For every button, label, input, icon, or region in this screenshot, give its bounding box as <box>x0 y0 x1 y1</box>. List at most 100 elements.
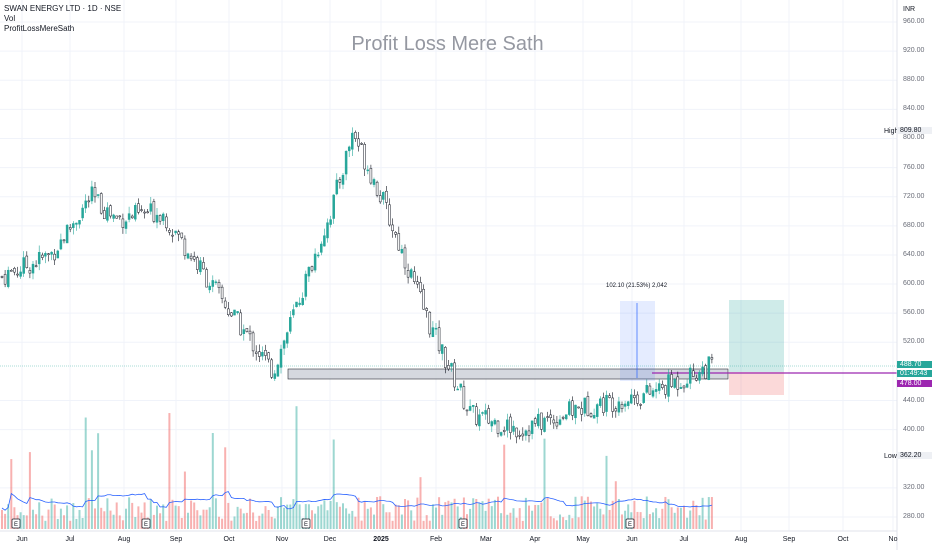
volume-bar <box>307 504 310 529</box>
currency-label[interactable]: INR <box>903 6 916 13</box>
volume-bar <box>354 516 357 529</box>
volume-bar <box>416 497 419 529</box>
low-value: 362.20 <box>897 452 932 459</box>
candle-body <box>13 268 16 273</box>
volume-bar <box>360 520 363 529</box>
price-tick: 720.00 <box>903 192 925 200</box>
candle-body <box>447 365 450 370</box>
volume-bar <box>7 504 10 529</box>
volume-bar <box>500 513 503 529</box>
candle-body <box>630 394 633 404</box>
volume-bar <box>261 513 264 529</box>
volume-bar <box>227 502 230 529</box>
candle-body <box>521 433 525 437</box>
candle-body <box>161 213 165 222</box>
volume-bar <box>165 520 168 529</box>
volume-bar <box>103 511 106 529</box>
volume-bar <box>670 507 673 529</box>
volume-bar <box>94 508 96 529</box>
time-tick: Apr <box>529 536 541 543</box>
candle-body <box>400 249 404 254</box>
volume-bar <box>515 517 518 529</box>
indicator-label[interactable]: ProfitLossMereSath <box>4 24 75 33</box>
volume-bar <box>658 518 661 529</box>
volume-bar <box>273 518 276 529</box>
candle-body <box>471 404 475 407</box>
volume-bar <box>546 497 549 529</box>
candle-body <box>289 317 292 332</box>
candle-body <box>270 359 273 378</box>
candle-body <box>524 430 528 436</box>
volume-bar <box>320 504 323 529</box>
volume-bar <box>689 510 692 529</box>
candle-body <box>109 205 112 217</box>
candle-body <box>707 356 711 380</box>
volume-bar <box>621 514 623 529</box>
candle-body <box>512 425 515 432</box>
candle-body <box>502 430 506 432</box>
candle-body <box>462 386 466 409</box>
volume-bar <box>444 502 447 529</box>
time-tick: Jun <box>16 536 28 543</box>
price-tick: 880.00 <box>903 76 925 84</box>
volume-bar <box>174 505 177 529</box>
volume-bar <box>695 505 698 529</box>
volume-bar <box>239 508 242 529</box>
volume-bar <box>205 509 208 529</box>
candle-body <box>261 352 264 357</box>
volume-bar <box>196 510 199 529</box>
candle-body <box>233 309 236 316</box>
volume-bar <box>537 505 540 529</box>
time-tick: Sep <box>169 536 183 543</box>
candle-body <box>279 348 283 368</box>
candle-body <box>440 344 444 354</box>
volume-bar <box>655 508 658 529</box>
symbol-title[interactable]: SWAN ENERGY LTD · 1D · NSE <box>4 4 122 13</box>
volume-bar <box>599 508 602 529</box>
volume-bar <box>152 514 155 529</box>
candle-body <box>661 384 664 388</box>
candle-body <box>549 414 552 418</box>
candle-body <box>211 280 215 287</box>
volume-bar <box>667 499 670 529</box>
volume-bar <box>233 516 236 529</box>
candle-body <box>444 347 447 368</box>
volume-bar <box>187 512 189 529</box>
candle-body <box>146 211 149 214</box>
volume-bar <box>475 498 478 529</box>
volume-bar <box>81 517 84 529</box>
volume-ma-line <box>1 491 713 511</box>
volume-bar <box>4 513 7 529</box>
volume-bar <box>162 504 165 529</box>
price-tick: 800.00 <box>903 134 925 142</box>
candle-body <box>53 253 56 261</box>
volume-bar <box>400 514 403 529</box>
candle-body <box>515 427 518 438</box>
candle-body <box>149 203 153 212</box>
price-tick: 520.00 <box>903 338 925 346</box>
volume-bar <box>571 518 574 529</box>
price-tick: 680.00 <box>903 221 925 229</box>
volume-bar <box>19 512 22 529</box>
candle-body <box>134 205 137 220</box>
volume-bar <box>202 509 205 529</box>
candle-body <box>301 297 304 306</box>
volume-bar <box>149 499 152 529</box>
time-tick: Jul <box>679 536 689 543</box>
level-price-tag: 478.00 <box>897 380 932 387</box>
volume-bar <box>348 513 351 529</box>
candle-body <box>25 255 29 268</box>
candle-body <box>484 410 487 415</box>
volume-bar <box>555 520 558 529</box>
candle-body <box>137 203 140 213</box>
volume-bar <box>168 413 171 529</box>
volume-bar <box>435 507 437 529</box>
volume-indicator-label[interactable]: Vol <box>4 14 16 23</box>
volume-bar <box>391 520 394 529</box>
volume-bar <box>357 497 360 529</box>
time-tick: Aug <box>734 536 748 543</box>
volume-bar <box>214 498 217 529</box>
volume-bar <box>295 406 298 529</box>
